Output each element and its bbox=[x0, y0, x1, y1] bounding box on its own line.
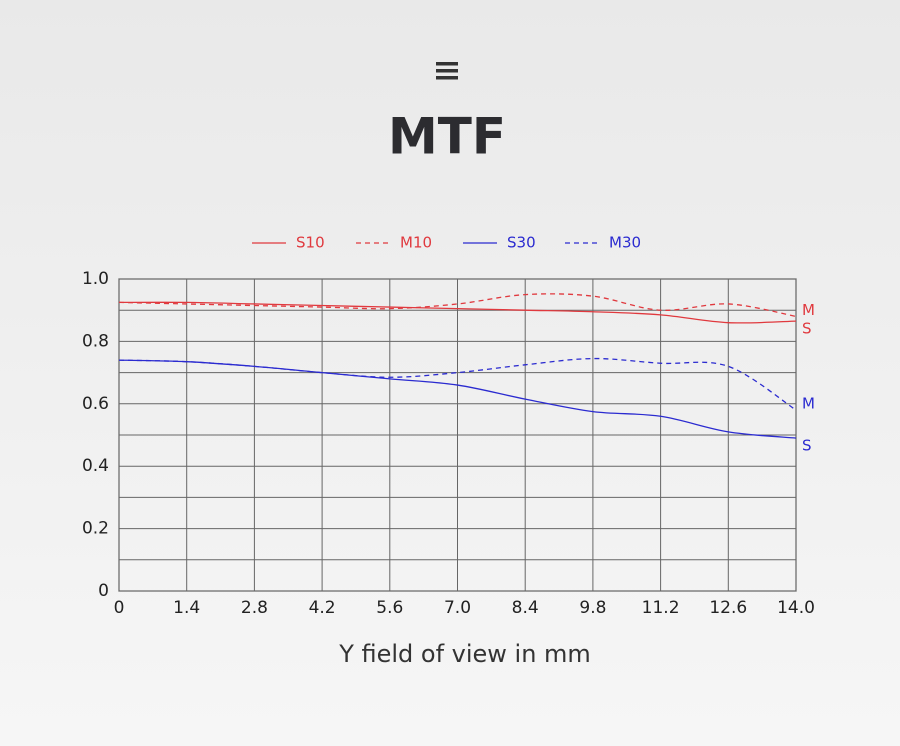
x-tick-label: 8.4 bbox=[512, 598, 539, 618]
x-tick-label: 5.6 bbox=[376, 598, 403, 618]
legend-label: M10 bbox=[400, 234, 432, 252]
series-line bbox=[118, 301, 797, 324]
x-tick-label: 11.2 bbox=[642, 598, 680, 618]
x-tick-label: 1.4 bbox=[173, 598, 200, 618]
end-label: S bbox=[802, 320, 812, 338]
y-tick-label: 0.2 bbox=[82, 519, 109, 539]
legend-label: M30 bbox=[609, 234, 641, 252]
y-tick-label: 0 bbox=[98, 581, 109, 601]
x-axis-label: Y field of view in mm bbox=[338, 640, 591, 668]
end-label: S bbox=[802, 437, 812, 455]
x-tick-label: 0 bbox=[114, 598, 125, 618]
menu-bar bbox=[436, 76, 458, 80]
y-tick-label: 0.6 bbox=[82, 394, 109, 414]
menu-icon[interactable] bbox=[436, 62, 458, 80]
series-line bbox=[118, 359, 797, 439]
end-label: M bbox=[802, 395, 815, 413]
x-tick-label: 9.8 bbox=[579, 598, 606, 618]
legend-label: S10 bbox=[296, 234, 325, 252]
y-tick-label: 0.8 bbox=[82, 331, 109, 351]
end-label: M bbox=[802, 301, 815, 319]
x-tick-label: 2.8 bbox=[241, 598, 268, 618]
x-tick-label: 4.2 bbox=[309, 598, 336, 618]
y-tick-label: 1.0 bbox=[82, 269, 109, 289]
legend-label: S30 bbox=[507, 234, 536, 252]
y-tick-label: 0.4 bbox=[82, 456, 109, 476]
menu-bar bbox=[436, 62, 458, 66]
chart-title: MTF bbox=[388, 108, 506, 166]
menu-bar bbox=[436, 69, 458, 73]
x-tick-label: 7.0 bbox=[444, 598, 471, 618]
series-line bbox=[118, 357, 797, 411]
x-tick-label: 14.0 bbox=[777, 598, 815, 618]
x-tick-label: 12.6 bbox=[709, 598, 747, 618]
